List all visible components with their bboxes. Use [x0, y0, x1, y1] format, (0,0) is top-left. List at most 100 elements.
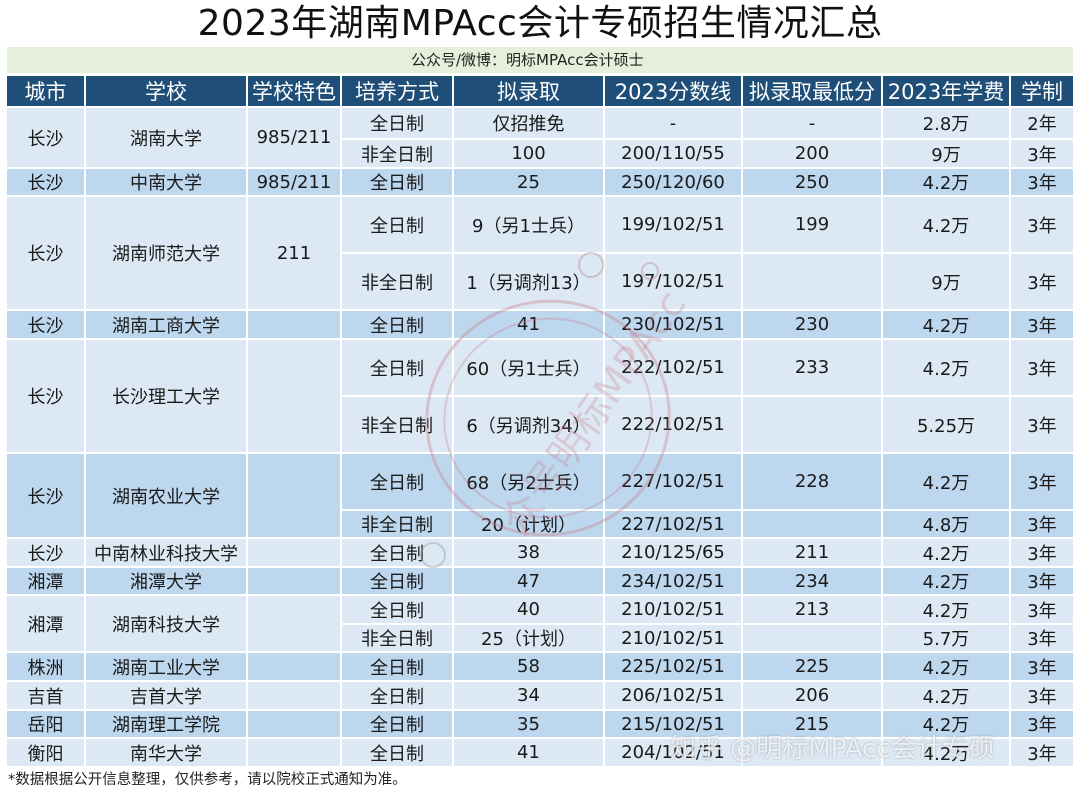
cell-fee: 4.2万	[883, 197, 1009, 252]
cell-score-line: 230/102/51	[605, 311, 741, 338]
cell-fee: 4.2万	[883, 454, 1009, 509]
table-row: 株洲 湖南工业大学 全日制 58 225/102/51 225 4.2万 3年	[7, 653, 1073, 680]
table-row: 衡阳 南华大学 全日制 41 204/102/51 4.2万 3年	[7, 739, 1073, 766]
cell-mode: 全日制	[342, 682, 452, 709]
cell-mode: 全日制	[342, 653, 452, 680]
table-row: 岳阳 湖南理工学院 全日制 35 215/102/51 215 4.2万 3年	[7, 711, 1073, 737]
cell-mode: 全日制	[342, 539, 452, 566]
cell-fee: 4.2万	[883, 682, 1009, 709]
cell-years: 3年	[1011, 711, 1073, 737]
cell-fee: 2.8万	[883, 108, 1009, 138]
cell-years: 3年	[1011, 397, 1073, 452]
table-row: 湘潭 湖南科技大学 全日制 40 210/102/51 213 4.2万 3年	[7, 596, 1073, 651]
cell-school: 吉首大学	[86, 682, 246, 709]
cell-city: 湘潭	[7, 596, 84, 651]
cell-min-score	[743, 397, 881, 452]
cell-min-score: 199	[743, 197, 881, 252]
cell-fee: 4.2万	[883, 340, 1009, 395]
cell-fee: 5.25万	[883, 397, 1009, 452]
cell-city: 长沙	[7, 340, 84, 452]
cell-mode: 全日制	[342, 454, 452, 509]
col-header-school: 学校	[86, 76, 246, 106]
cell-mode: 非全日制	[342, 625, 452, 651]
cell-admit: 仅招推免	[454, 108, 603, 138]
cell-city: 长沙	[7, 311, 84, 338]
cell-city: 湘潭	[7, 568, 84, 594]
cell-score-line: 210/102/51	[605, 625, 741, 651]
cell-admit: 9（另1士兵）	[454, 197, 603, 252]
cell-mode: 全日制	[342, 197, 452, 252]
cell-fee: 4.2万	[883, 653, 1009, 680]
cell-feature: 985/211	[248, 108, 340, 167]
table-row: 长沙 湖南工商大学 全日制 41 230/102/51 230 4.2万 3年	[7, 311, 1073, 338]
cell-feature	[248, 454, 340, 537]
subtitle-band: 公众号/微博：明标MPAcc会计硕士	[7, 47, 1073, 73]
col-header-min-score: 拟录取最低分	[743, 76, 881, 106]
cell-min-score: 250	[743, 169, 881, 195]
col-header-feature: 学校特色	[248, 76, 340, 106]
cell-city: 长沙	[7, 169, 84, 195]
table-row: 非全日制 1（另调剂13） 197/102/51 9万 3年	[7, 254, 1073, 309]
cell-years: 3年	[1011, 197, 1073, 252]
cell-score-line: 215/102/51	[605, 711, 741, 737]
cell-admit: 41	[454, 739, 603, 766]
cell-school: 南华大学	[86, 739, 246, 766]
cell-city: 长沙	[7, 108, 84, 167]
cell-feature	[248, 311, 340, 338]
cell-mode: 非全日制	[342, 254, 452, 309]
cell-fee: 9万	[883, 254, 1009, 309]
cell-admit: 25	[454, 169, 603, 195]
cell-score-line: 227/102/51	[605, 511, 741, 537]
col-header-score-line: 2023分数线	[605, 76, 741, 106]
cell-school: 湖南大学	[86, 108, 246, 167]
cell-years: 3年	[1011, 254, 1073, 309]
cell-fee: 4.2万	[883, 169, 1009, 195]
cell-min-score: 206	[743, 682, 881, 709]
cell-years: 3年	[1011, 511, 1073, 537]
col-header-years: 学制	[1011, 76, 1073, 106]
table-row: 非全日制 6（另调剂34） 222/102/51 5.25万 3年	[7, 397, 1073, 452]
table-row: 长沙 中南大学 985/211 全日制 25 250/120/60 250 4.…	[7, 169, 1073, 195]
cell-city: 岳阳	[7, 711, 84, 737]
page-title: 2023年湖南MPAcc会计专硕招生情况汇总	[197, 3, 883, 44]
table-row: 长沙 湖南师范大学 211 全日制 9（另1士兵） 199/102/51 199…	[7, 197, 1073, 309]
cell-years: 3年	[1011, 140, 1073, 167]
table-row: 湘潭 湘潭大学 全日制 47 234/102/51 234 4.2万 3年	[7, 568, 1073, 594]
cell-admit: 60（另1士兵）	[454, 340, 603, 395]
cell-min-score: 211	[743, 539, 881, 566]
cell-school: 湘潭大学	[86, 568, 246, 594]
header-row: 城市 学校 学校特色 培养方式 拟录取 2023分数线 拟录取最低分 2023年…	[7, 76, 1073, 106]
cell-min-score	[743, 625, 881, 651]
footnote: *数据根据公开信息整理，仅供参考，请以院校正式通知为准。	[8, 772, 407, 788]
table-row: 非全日制 100 200/110/55 200 9万 3年	[7, 140, 1073, 167]
cell-score-line: 210/102/51	[605, 596, 741, 623]
cell-feature	[248, 739, 340, 766]
cell-admit: 35	[454, 711, 603, 737]
cell-score-line: 200/110/55	[605, 140, 741, 167]
cell-mode: 非全日制	[342, 397, 452, 452]
cell-years: 3年	[1011, 311, 1073, 338]
cell-years: 3年	[1011, 739, 1073, 766]
cell-school: 湖南科技大学	[86, 596, 246, 651]
cell-mode: 非全日制	[342, 511, 452, 537]
cell-admit: 68（另2士兵）	[454, 454, 603, 509]
cell-min-score	[743, 254, 881, 309]
cell-admit: 47	[454, 568, 603, 594]
cell-years: 3年	[1011, 340, 1073, 395]
cell-years: 3年	[1011, 596, 1073, 623]
cell-score-line: -	[605, 108, 741, 138]
cell-score-line: 225/102/51	[605, 653, 741, 680]
table-row: 非全日制 25（计划） 210/102/51 5.7万 3年	[7, 625, 1073, 651]
cell-school: 湖南工商大学	[86, 311, 246, 338]
cell-min-score: 215	[743, 711, 881, 737]
cell-school: 湖南理工学院	[86, 711, 246, 737]
cell-score-line: 234/102/51	[605, 568, 741, 594]
cell-fee: 4.2万	[883, 568, 1009, 594]
cell-school: 长沙理工大学	[86, 340, 246, 452]
cell-years: 3年	[1011, 682, 1073, 709]
table-row: 吉首 吉首大学 全日制 34 206/102/51 206 4.2万 3年	[7, 682, 1073, 709]
cell-city: 长沙	[7, 197, 84, 309]
table-row: 长沙 湖南农业大学 全日制 68（另2士兵） 227/102/51 228 4.…	[7, 454, 1073, 537]
cell-city: 长沙	[7, 454, 84, 537]
cell-school: 湖南农业大学	[86, 454, 246, 537]
